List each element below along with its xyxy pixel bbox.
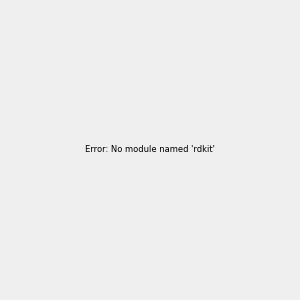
Text: Error: No module named 'rdkit': Error: No module named 'rdkit'	[85, 146, 215, 154]
